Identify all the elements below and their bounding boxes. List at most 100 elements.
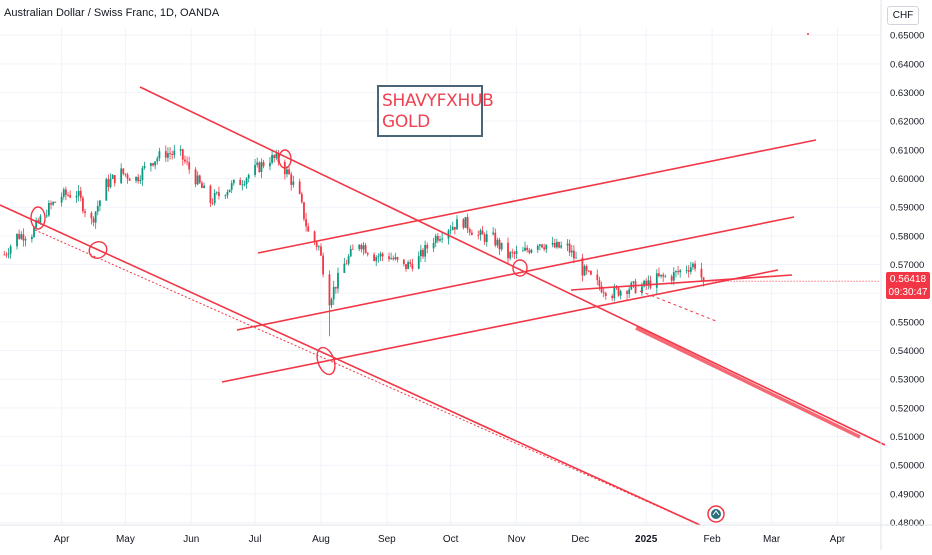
candle-body (628, 289, 631, 294)
candle-body (109, 178, 112, 188)
time-tick-label: Mar (763, 534, 781, 545)
candle-body (226, 191, 229, 196)
candle-body (128, 178, 131, 181)
candle-body (543, 247, 546, 250)
candle-body (84, 211, 86, 213)
candle-body (154, 161, 157, 166)
candle-body (573, 250, 575, 259)
candle-body (47, 203, 50, 216)
time-tick-label: Sep (378, 534, 396, 545)
candle-body (675, 271, 677, 273)
candle-body (679, 270, 682, 273)
candle-body (402, 259, 405, 265)
watermark-line1: SHAVYFXHUB (382, 91, 494, 111)
candle-body (655, 273, 658, 288)
candle-body (173, 150, 176, 156)
symbol-title: Australian Dollar / Swiss Franc, 1D, OAN… (4, 7, 220, 19)
candle-body (405, 264, 407, 269)
small-dot-marker (807, 33, 809, 35)
candle-body (541, 244, 543, 248)
candle-body (328, 274, 331, 306)
candle-body (64, 189, 67, 195)
candle-body (702, 277, 705, 282)
price-tick-label: 0.60000 (890, 174, 924, 185)
price-tick-label: 0.55000 (890, 317, 924, 328)
currency-badge[interactable]: CHF (887, 6, 919, 25)
candle-body (485, 234, 488, 242)
price-tick-label: 0.63000 (890, 88, 924, 99)
trendline-drawings[interactable] (0, 33, 886, 526)
support-trendline (570, 274, 793, 291)
candle-body (596, 274, 599, 281)
candle-body (105, 179, 108, 201)
candle-body (634, 281, 637, 294)
candle-body (24, 239, 27, 241)
candle-body (77, 190, 80, 196)
candle-body (553, 242, 556, 248)
candle-body (419, 249, 422, 257)
candle-body (477, 234, 480, 236)
candle-body (300, 193, 303, 203)
candle-body (466, 217, 469, 230)
candle-body (528, 250, 531, 253)
rising-channel-top (257, 139, 817, 254)
goto-realtime-icon[interactable] (707, 505, 725, 523)
circle-marker-july (278, 149, 292, 169)
candle-body (462, 219, 465, 228)
candle-body (303, 202, 305, 220)
candle-body (213, 192, 216, 204)
price-tick-label: 0.52000 (890, 403, 924, 414)
projection-dotted (639, 290, 717, 322)
candle-body (496, 239, 499, 246)
candle-body (218, 192, 220, 196)
candle-body (298, 181, 301, 194)
candle-body (600, 286, 603, 293)
time-tick-label: Jun (183, 534, 199, 545)
candle-body (292, 181, 295, 185)
candle-body (685, 270, 688, 271)
candle-body (290, 174, 293, 185)
candle-body (481, 230, 484, 235)
candle-body (45, 215, 48, 217)
candle-body (181, 149, 184, 160)
price-tick-label: 0.59000 (890, 203, 924, 214)
time-tick-label: Feb (703, 534, 721, 545)
candle-body (92, 218, 95, 223)
candle-body (641, 286, 643, 294)
price-tick-label: 0.53000 (890, 375, 924, 386)
candle-body (500, 242, 503, 250)
candle-body (568, 243, 571, 253)
candle-body (539, 244, 541, 246)
time-tick-label: Nov (508, 534, 526, 545)
candle-body (245, 178, 248, 185)
candle-body (184, 159, 186, 162)
candle-body (364, 245, 367, 254)
candle-body (581, 257, 584, 276)
price-tick-label: 0.51000 (890, 432, 924, 443)
candle-body (396, 257, 399, 260)
candle-body (120, 168, 123, 184)
candle-body (645, 280, 648, 285)
candle-body (169, 153, 171, 155)
candle-body (507, 242, 509, 259)
candle-body (456, 219, 458, 230)
candle-body (99, 200, 101, 207)
candle-body (79, 190, 82, 198)
candle-body (347, 256, 350, 264)
candle-body (426, 244, 429, 249)
time-tick-label: May (116, 534, 135, 545)
candle-body (583, 266, 586, 276)
candle-body (30, 237, 33, 240)
candle-body (307, 226, 310, 232)
candle-body (315, 242, 318, 247)
price-axis[interactable]: 0.65000 0.64000 0.63000 0.62000 0.61000 0.600… (880, 0, 924, 550)
candle-body (3, 254, 6, 256)
candle-body (664, 276, 667, 278)
time-tick-label: Apr (830, 534, 846, 545)
candle-body (81, 197, 84, 212)
candle-body (617, 288, 620, 296)
time-axis[interactable]: Apr May Jun Jul Aug Sep Oct Nov Dec 2025 Feb Mar Apr (0, 524, 932, 545)
candle-body (451, 226, 454, 230)
